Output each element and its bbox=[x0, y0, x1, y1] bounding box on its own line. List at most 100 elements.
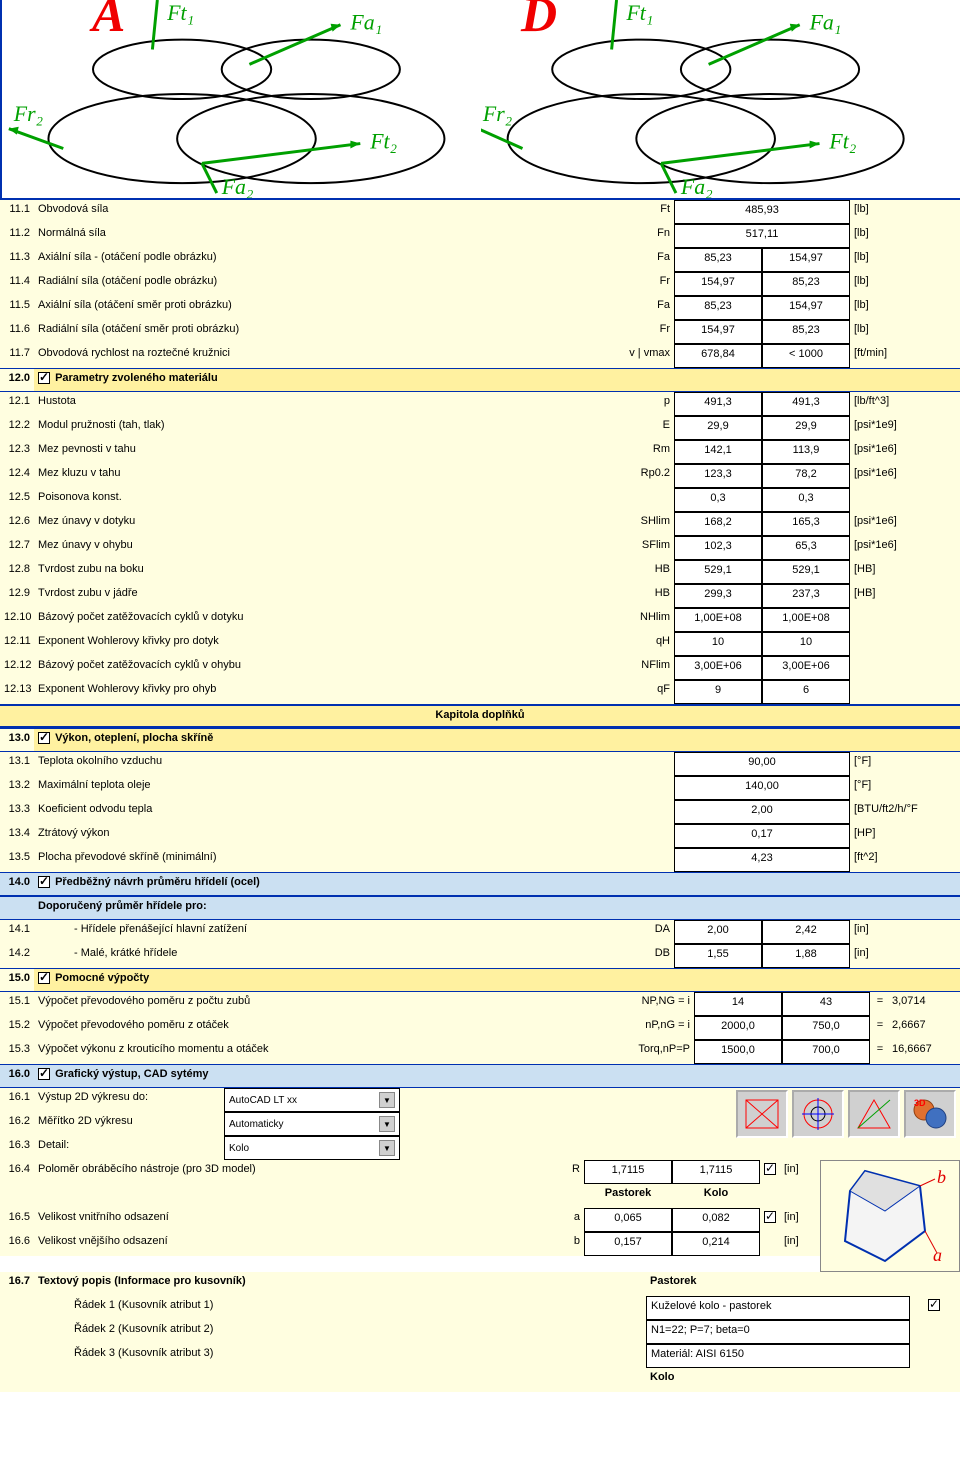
value-2[interactable]: 113,9 bbox=[762, 440, 850, 464]
symbol: SFlim bbox=[600, 536, 674, 560]
value-1[interactable]: 1,7115 bbox=[584, 1160, 672, 1184]
dropdown-cad-target[interactable]: AutoCAD LT xx ▼ bbox=[224, 1088, 400, 1112]
value-1[interactable]: 85,23 bbox=[674, 296, 762, 320]
value-2[interactable]: 0,3 bbox=[762, 488, 850, 512]
value-2[interactable]: 10 bbox=[762, 632, 850, 656]
checkbox-icon[interactable] bbox=[38, 876, 50, 888]
value-1[interactable]: 529,1 bbox=[674, 560, 762, 584]
row-number: 12.1 bbox=[0, 392, 34, 416]
attribute-value[interactable]: N1=22; P=7; beta=0 bbox=[646, 1320, 910, 1344]
value-2[interactable]: 529,1 bbox=[762, 560, 850, 584]
value-2[interactable]: 750,0 bbox=[782, 1016, 870, 1040]
attribute-row: Řádek 1 (Kusovník atribut 1) Kuželové ko… bbox=[0, 1296, 960, 1320]
value-1[interactable]: 102,3 bbox=[674, 536, 762, 560]
value-1[interactable]: 2,00 bbox=[674, 920, 762, 944]
value-1[interactable]: 1,00E+08 bbox=[674, 608, 762, 632]
row-16-2: 16.2 Měřítko 2D výkresu Automaticky ▼ bbox=[0, 1112, 732, 1136]
checkbox-icon[interactable] bbox=[38, 972, 50, 984]
value-2[interactable]: 700,0 bbox=[782, 1040, 870, 1064]
value-2[interactable]: 154,97 bbox=[762, 248, 850, 272]
value-2[interactable]: 154,97 bbox=[762, 296, 850, 320]
attribute-value[interactable]: Kuželové kolo - pastorek bbox=[646, 1296, 910, 1320]
attribute-value[interactable]: Materiál: AISI 6150 bbox=[646, 1344, 910, 1368]
row-label: Modul pružnosti (tah, tlak) bbox=[34, 416, 600, 440]
value-2[interactable]: 1,88 bbox=[762, 944, 850, 968]
checkbox-icon[interactable] bbox=[764, 1211, 776, 1223]
value-1[interactable]: 0,3 bbox=[674, 488, 762, 512]
value-1[interactable]: 0,065 bbox=[584, 1208, 672, 1232]
value-2[interactable]: 237,3 bbox=[762, 584, 850, 608]
cad-thumb-3[interactable] bbox=[848, 1090, 900, 1138]
row-col-headers: Pastorek Kolo bbox=[0, 1184, 820, 1208]
value-1[interactable]: 299,3 bbox=[674, 584, 762, 608]
value-1[interactable]: 154,97 bbox=[674, 320, 762, 344]
value-2[interactable]: 65,3 bbox=[762, 536, 850, 560]
value-1[interactable]: 168,2 bbox=[674, 512, 762, 536]
table-row: 12.4 Mez kluzu v tahu Rp0.2 123,3 78,2 [… bbox=[0, 464, 960, 488]
value-2[interactable]: 165,3 bbox=[762, 512, 850, 536]
value-1[interactable]: 85,23 bbox=[674, 248, 762, 272]
checkbox-icon[interactable] bbox=[38, 732, 50, 744]
value-1[interactable]: 491,3 bbox=[674, 392, 762, 416]
value-2[interactable]: 3,00E+06 bbox=[762, 656, 850, 680]
value[interactable]: 2,00 bbox=[674, 800, 850, 824]
value[interactable]: 90,00 bbox=[674, 752, 850, 776]
value-1[interactable]: 29,9 bbox=[674, 416, 762, 440]
table-row: 12.1 Hustota p 491,3 491,3 [lb/ft^3] bbox=[0, 392, 960, 416]
chevron-down-icon[interactable]: ▼ bbox=[379, 1116, 395, 1132]
value[interactable]: 140,00 bbox=[674, 776, 850, 800]
row-label: Výpočet výkonu z krouticího momentu a ot… bbox=[34, 1040, 604, 1064]
value-2[interactable]: 491,3 bbox=[762, 392, 850, 416]
value-1[interactable]: 14 bbox=[694, 992, 782, 1016]
value-2[interactable]: 78,2 bbox=[762, 464, 850, 488]
value-2[interactable]: 85,23 bbox=[762, 320, 850, 344]
value-2[interactable]: 85,23 bbox=[762, 272, 850, 296]
checkbox-icon[interactable] bbox=[38, 372, 50, 384]
cad-thumb-3d[interactable]: 3D bbox=[904, 1090, 956, 1138]
table-row: 11.2 Normálná síla Fn 517,11 [lb] bbox=[0, 224, 960, 248]
value-2[interactable]: 6 bbox=[762, 680, 850, 704]
row-number: 12.10 bbox=[0, 608, 34, 632]
row-label: Mez únavy v ohybu bbox=[34, 536, 600, 560]
value-1[interactable]: 10 bbox=[674, 632, 762, 656]
value-1[interactable]: 142,1 bbox=[674, 440, 762, 464]
value[interactable]: 517,11 bbox=[674, 224, 850, 248]
row-16-footer: Kolo bbox=[0, 1368, 960, 1392]
force-diagram-panel: A Ft₁ Fa₁ Fr₂ Ft₂ Fa₂ D bbox=[0, 0, 960, 200]
value-2[interactable]: < 1000 bbox=[762, 344, 850, 368]
value-1[interactable]: 678,84 bbox=[674, 344, 762, 368]
dropdown-scale[interactable]: Automaticky ▼ bbox=[224, 1112, 400, 1136]
value-1[interactable]: 3,00E+06 bbox=[674, 656, 762, 680]
value[interactable]: 0,17 bbox=[674, 824, 850, 848]
value-2[interactable]: 1,7115 bbox=[672, 1160, 760, 1184]
value-2[interactable]: 0,082 bbox=[672, 1208, 760, 1232]
value-2[interactable]: 0,214 bbox=[672, 1232, 760, 1256]
symbol: Rm bbox=[600, 440, 674, 464]
value-1[interactable]: 123,3 bbox=[674, 464, 762, 488]
unit: [HP] bbox=[850, 824, 960, 848]
value-1[interactable]: 1500,0 bbox=[694, 1040, 782, 1064]
row-number: 15.2 bbox=[0, 1016, 34, 1040]
value-2[interactable]: 1,00E+08 bbox=[762, 608, 850, 632]
value[interactable]: 4,23 bbox=[674, 848, 850, 872]
row-number: 12.7 bbox=[0, 536, 34, 560]
value-1[interactable]: 2000,0 bbox=[694, 1016, 782, 1040]
checkbox-icon[interactable] bbox=[928, 1299, 940, 1311]
value-1[interactable]: 9 bbox=[674, 680, 762, 704]
value-1[interactable]: 0,157 bbox=[584, 1232, 672, 1256]
cad-thumb-2[interactable] bbox=[792, 1090, 844, 1138]
row-label: Obvodová rychlost na roztečné kružnici bbox=[34, 344, 600, 368]
checkbox-icon[interactable] bbox=[38, 1068, 50, 1080]
chevron-down-icon[interactable]: ▼ bbox=[379, 1092, 395, 1108]
dropdown-detail[interactable]: Kolo ▼ bbox=[224, 1136, 400, 1160]
value-2[interactable]: 43 bbox=[782, 992, 870, 1016]
value-1[interactable]: 154,97 bbox=[674, 272, 762, 296]
cad-thumb-1[interactable] bbox=[736, 1090, 788, 1138]
chevron-down-icon[interactable]: ▼ bbox=[379, 1140, 395, 1156]
section-16-header: 16.0 Grafický výstup, CAD sytémy bbox=[0, 1064, 960, 1088]
value[interactable]: 485,93 bbox=[674, 200, 850, 224]
checkbox-icon[interactable] bbox=[764, 1163, 776, 1175]
value-1[interactable]: 1,55 bbox=[674, 944, 762, 968]
value-2[interactable]: 29,9 bbox=[762, 416, 850, 440]
value-2[interactable]: 2,42 bbox=[762, 920, 850, 944]
